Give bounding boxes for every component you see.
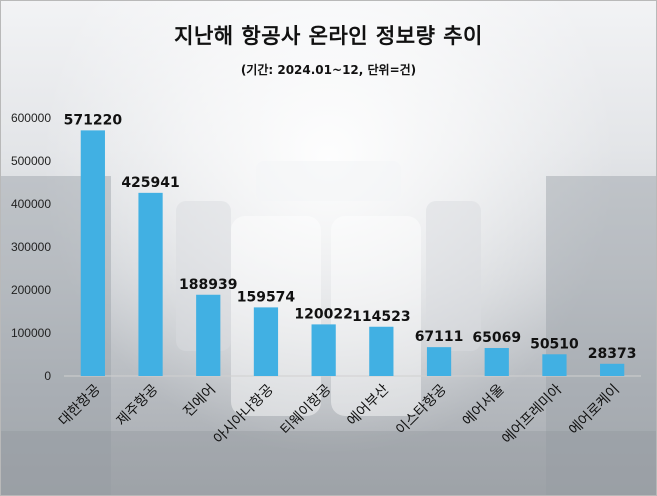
x-tick-label: 에어부산 [344,381,392,429]
data-label: 114523 [352,309,410,325]
x-tick-label: 아시아나항공 [211,381,277,447]
data-label: 571220 [64,112,123,128]
y-tick-label: 600000 [11,111,51,125]
x-tick-label: 대한항공 [56,381,104,429]
bar [138,192,163,376]
bar [311,324,336,376]
x-tick-label: 에어프레미아 [499,381,565,447]
data-label: 65069 [472,330,521,346]
data-label: 120022 [294,306,352,322]
chart-subtitle: (기간: 2024.01~12, 단위=건) [240,63,417,77]
bar [426,347,452,376]
x-tick-label: 에어서울 [460,381,508,429]
bar [80,130,105,376]
bar [600,363,625,376]
data-label: 28373 [588,346,637,362]
data-label: 67111 [415,329,464,345]
y-tick-label: 0 [44,369,51,383]
y-tick-label: 300000 [11,240,51,254]
bar [484,348,509,376]
x-tick-label: 티웨이항공 [278,381,335,438]
data-label: 159574 [237,289,296,305]
y-tick-label: 400000 [11,197,51,211]
y-tick-label: 500000 [11,154,51,168]
x-tick-label: 에어로케이 [566,382,623,439]
bar [542,354,567,376]
x-tick-label: 진에어 [180,382,219,421]
data-label: 188939 [179,277,237,293]
chart-title: 지난해 항공사 온라인 정보량 추이 [174,24,483,48]
bar [253,307,279,376]
data-label: 50510 [530,336,579,352]
bar [196,294,221,376]
x-tick-label: 이스타항공 [393,381,450,438]
data-label: 425941 [121,175,179,191]
x-tick-label: 제주항공 [114,381,162,429]
y-tick-label: 100000 [11,326,51,340]
bar [369,326,394,376]
y-tick-label: 200000 [11,283,51,297]
